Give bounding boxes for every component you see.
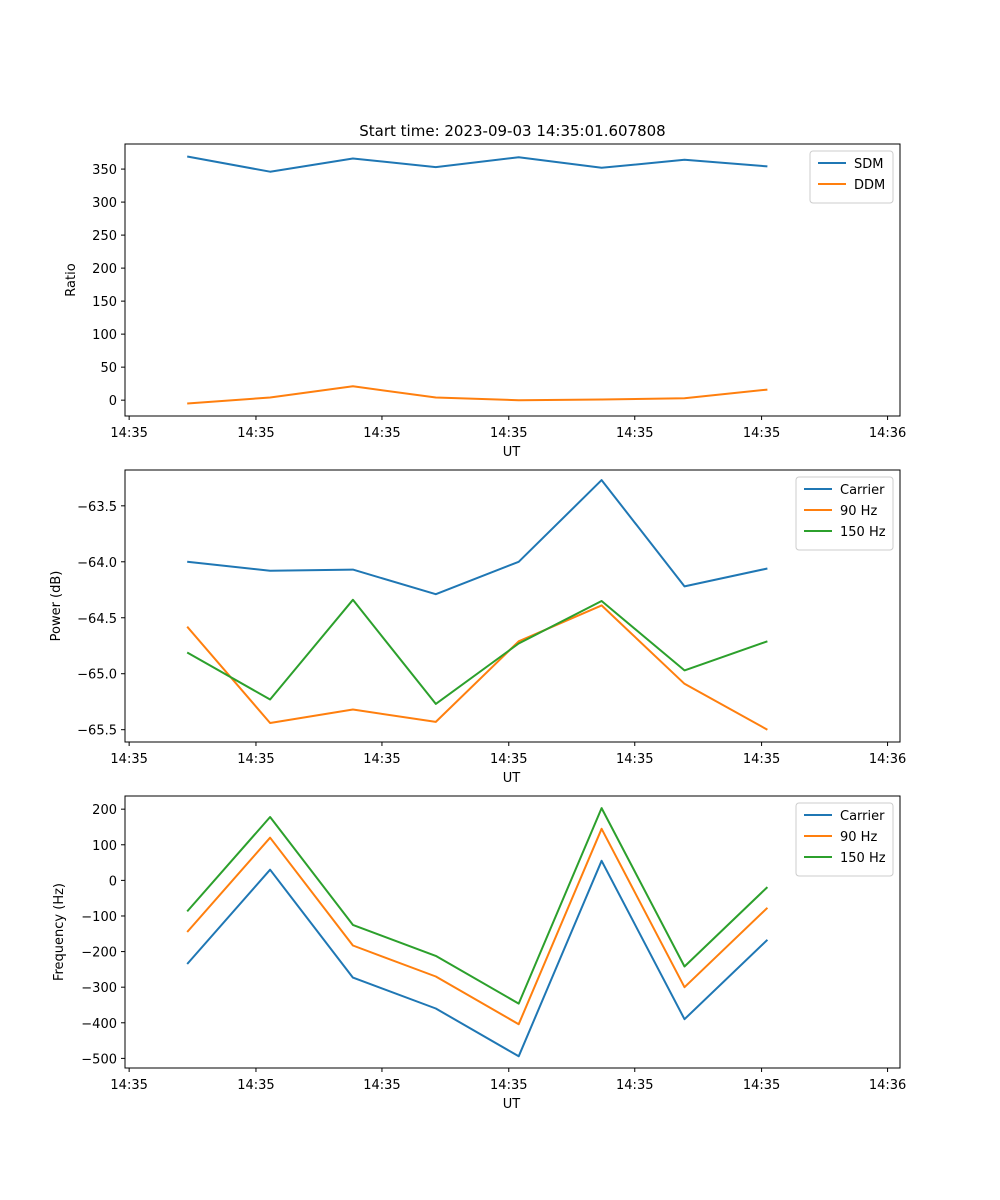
- x-tick-label: 14:35: [743, 426, 780, 441]
- panel-3: 14:35 14:35 14:35 14:35 14:35 14:35 14:36 −500 −…: [52, 795, 906, 1112]
- series-line-90-hz: [186, 604, 768, 731]
- y-tick-label: 200: [92, 803, 117, 818]
- legend-label: 90 Hz: [840, 830, 877, 845]
- y-tick-label: 250: [92, 229, 117, 244]
- y-tick-label: −400: [81, 1017, 117, 1032]
- y-tick-label: −65.5: [77, 724, 117, 739]
- legend: Carrier 90 Hz 150 Hz: [795, 476, 894, 551]
- x-tick-label: 14:35: [743, 1078, 780, 1093]
- y-tick-label: −64.5: [77, 612, 117, 627]
- panel-1: Start time: 2023-09-03 14:35:01.607808 14…: [64, 122, 906, 460]
- x-tick-label: 14:35: [237, 426, 274, 441]
- x-axis-label: UT: [503, 771, 521, 786]
- legend-label: Carrier: [840, 809, 885, 824]
- y-tick-label: 300: [92, 196, 117, 211]
- y-tick-label: −64.0: [77, 556, 117, 571]
- y-tick-label: 350: [92, 163, 117, 178]
- y-tick-label: 0: [109, 874, 117, 889]
- x-tick-label: 14:35: [363, 426, 400, 441]
- legend-label: 150 Hz: [840, 851, 886, 866]
- series-line-ddm: [187, 385, 768, 405]
- legend: SDM DDM: [809, 150, 894, 204]
- legend-label: DDM: [854, 178, 885, 193]
- y-tick-label: 50: [100, 361, 117, 376]
- y-tick-label: −100: [81, 910, 117, 925]
- y-tick-label: −300: [81, 981, 117, 996]
- axes-frame: [124, 469, 901, 743]
- x-axis-label: UT: [503, 1097, 521, 1112]
- series-line-90-hz: [186, 827, 769, 1026]
- x-tick-label: 14:35: [743, 752, 780, 767]
- series-line-carrier: [187, 479, 768, 596]
- axes-frame: [124, 795, 901, 1069]
- chart-title: Start time: 2023-09-03 14:35:01.607808: [359, 122, 665, 140]
- y-tick-label: −63.5: [77, 500, 117, 515]
- y-tick-label: −500: [81, 1052, 117, 1067]
- x-tick-label: 14:35: [110, 752, 147, 767]
- x-tick-label: 14:35: [490, 1078, 527, 1093]
- x-tick-label: 14:35: [490, 752, 527, 767]
- x-tick-label: 14:35: [490, 426, 527, 441]
- y-tick-label: 0: [109, 394, 117, 409]
- x-tick-label: 14:35: [110, 1078, 147, 1093]
- y-tick-label: 100: [92, 839, 117, 854]
- x-tick-label: 14:35: [237, 752, 274, 767]
- y-tick-label: 150: [92, 295, 117, 310]
- axes-frame: [124, 143, 901, 417]
- y-tick-label: 100: [92, 328, 117, 343]
- legend-label: 90 Hz: [840, 504, 877, 519]
- series-line-carrier: [186, 859, 769, 1058]
- x-tick-label: 14:36: [869, 426, 906, 441]
- x-tick-label: 14:35: [110, 426, 147, 441]
- x-tick-label: 14:35: [616, 752, 653, 767]
- x-tick-label: 14:35: [363, 1078, 400, 1093]
- series-line-150-hz: [186, 807, 769, 1005]
- x-tick-label: 14:35: [237, 1078, 274, 1093]
- x-tick-label: 14:35: [616, 426, 653, 441]
- x-tick-label: 14:35: [363, 752, 400, 767]
- series-line-150-hz: [186, 598, 768, 705]
- panel-2: 14:35 14:35 14:35 14:35 14:35 14:35 14:36 −65.5…: [49, 469, 906, 786]
- y-axis-label: Power (dB): [49, 571, 64, 642]
- x-tick-label: 14:35: [616, 1078, 653, 1093]
- legend: Carrier 90 Hz 150 Hz: [795, 802, 894, 877]
- series-line-sdm: [187, 155, 768, 173]
- x-tick-label: 14:36: [869, 752, 906, 767]
- y-axis-label: Ratio: [64, 263, 79, 296]
- legend-label: SDM: [854, 157, 883, 172]
- legend-label: Carrier: [840, 483, 885, 498]
- x-tick-label: 14:36: [869, 1078, 906, 1093]
- y-axis-label: Frequency (Hz): [52, 883, 67, 981]
- y-tick-label: −65.0: [77, 668, 117, 683]
- y-tick-label: 200: [92, 262, 117, 277]
- y-tick-label: −200: [81, 946, 117, 961]
- legend-label: 150 Hz: [840, 525, 886, 540]
- x-axis-label: UT: [503, 445, 521, 460]
